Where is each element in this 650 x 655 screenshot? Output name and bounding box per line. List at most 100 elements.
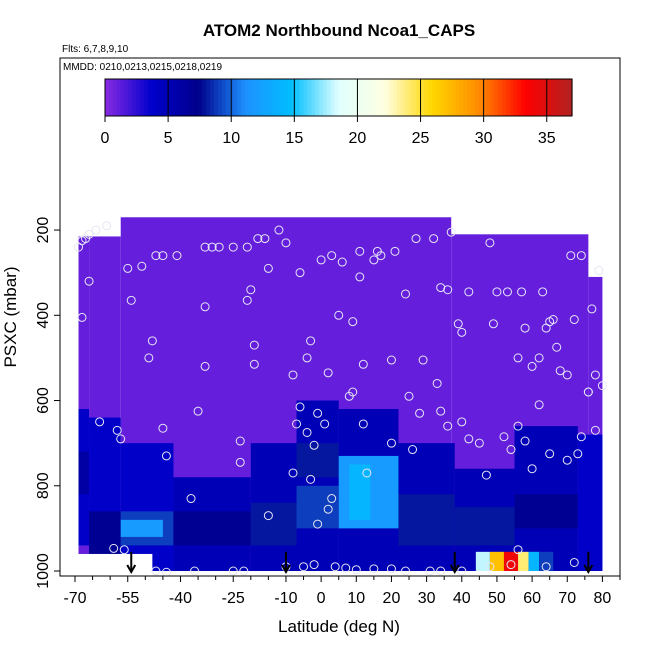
heatmap-cell xyxy=(250,502,297,546)
colorbar-segment xyxy=(568,79,573,116)
colorbar-segment xyxy=(338,79,343,116)
data-point xyxy=(158,423,168,433)
colorbar-segment xyxy=(447,79,452,116)
data-point xyxy=(228,242,238,252)
data-point xyxy=(242,295,252,305)
data-point xyxy=(369,564,379,574)
data-point xyxy=(200,302,210,312)
data-point xyxy=(594,266,604,276)
heatmap-cell xyxy=(296,485,339,529)
colorbar-segment xyxy=(167,79,172,116)
colorbar-segment xyxy=(373,79,379,116)
colorbar-segment xyxy=(361,79,367,116)
x-tick-label: -10 xyxy=(274,590,297,607)
data-point xyxy=(295,268,305,278)
colorbar-ticks: 0 5 10 15 20 25 30 35 xyxy=(101,79,556,147)
heatmap-cell xyxy=(349,464,371,520)
colorbar-segment xyxy=(443,79,449,116)
flight-arrow xyxy=(281,551,291,575)
data-point xyxy=(573,449,583,459)
flight-arrow-head xyxy=(281,564,291,575)
data-point xyxy=(288,370,298,380)
colorbar-segment xyxy=(494,79,499,116)
data-point xyxy=(102,221,112,231)
x-tick-label: 60 xyxy=(523,590,541,607)
data-point xyxy=(541,562,551,572)
x-tick-label: 10 xyxy=(347,590,365,607)
data-point xyxy=(538,287,548,297)
data-point xyxy=(302,427,312,437)
heatmap-cell xyxy=(296,443,339,478)
data-point xyxy=(443,285,453,295)
dates-subtitle: MMDD: 0210,0213,0215,0218,0219 xyxy=(63,62,222,73)
colorbar-segment xyxy=(354,79,359,116)
colorbar-segment xyxy=(560,79,565,116)
colorbar-segment xyxy=(194,79,199,116)
data-point xyxy=(172,251,182,261)
x-tick-label: -70 xyxy=(63,590,86,607)
heatmap-cell xyxy=(89,511,121,554)
colorbar-segment xyxy=(439,79,445,116)
data-point xyxy=(274,225,284,235)
colorbar-segment xyxy=(276,79,281,116)
y-tick-label: 800 xyxy=(35,472,52,499)
data-point xyxy=(327,251,337,261)
y-tick-label: 200 xyxy=(35,217,52,244)
heatmap-cell xyxy=(173,511,251,546)
heatmap-cell xyxy=(518,551,529,571)
y-axis-label: PSXC (mbar) xyxy=(1,266,20,367)
colorbar-segment xyxy=(241,79,246,116)
colorbar-segment xyxy=(564,79,569,116)
data-point xyxy=(323,504,333,514)
colorbar-segment xyxy=(221,79,227,116)
colorbar-segment xyxy=(307,79,312,116)
data-point xyxy=(309,440,319,450)
colorbar-segment xyxy=(400,79,406,116)
colorbar-segment xyxy=(346,79,351,116)
colorbar-segment xyxy=(404,79,410,116)
colorbar-tick-label: 25 xyxy=(412,130,430,147)
data-point xyxy=(390,246,400,256)
heatmap-cell xyxy=(120,519,163,537)
data-point xyxy=(200,242,210,252)
x-tick-label: -40 xyxy=(169,590,192,607)
colorbar-segment xyxy=(280,79,285,116)
data-point xyxy=(235,436,245,446)
data-point xyxy=(239,566,249,576)
colorbar-tick-label: 35 xyxy=(538,130,556,147)
heatmap xyxy=(78,217,603,572)
flight-arrows xyxy=(126,551,594,575)
data-point xyxy=(302,353,312,363)
chart-title: ATOM2 Northbound Ncoa1_CAPS xyxy=(203,21,475,40)
data-point xyxy=(144,353,154,363)
colorbar-segment xyxy=(213,79,219,116)
data-point xyxy=(242,242,252,252)
data-point xyxy=(520,323,530,333)
colorbar-segment xyxy=(186,79,192,116)
data-point xyxy=(418,355,428,365)
colorbar-tick-label: 10 xyxy=(222,130,240,147)
data-point xyxy=(161,451,171,461)
colorbar-segment xyxy=(248,79,254,116)
colorbar-segment xyxy=(396,79,402,116)
data-point xyxy=(386,564,396,574)
data-point xyxy=(464,287,474,297)
data-point xyxy=(401,289,411,299)
colorbar-segment xyxy=(171,79,176,116)
colorbar-segment xyxy=(112,79,118,116)
colorbar-segment xyxy=(198,79,203,116)
colorbar-segment xyxy=(470,79,476,116)
data-point xyxy=(457,327,467,337)
observation-points xyxy=(74,221,607,577)
data-point xyxy=(288,468,298,478)
colorbar-segment xyxy=(299,79,305,116)
data-point xyxy=(411,234,421,244)
y-tick-label: 600 xyxy=(35,387,52,414)
colorbar-segment xyxy=(505,79,511,116)
data-point xyxy=(355,246,365,256)
colorbar-segment xyxy=(147,79,153,116)
colorbar-segment xyxy=(264,79,270,116)
colorbar-segment xyxy=(303,79,308,116)
data-point xyxy=(499,432,509,442)
colorbar-segment xyxy=(552,79,558,116)
